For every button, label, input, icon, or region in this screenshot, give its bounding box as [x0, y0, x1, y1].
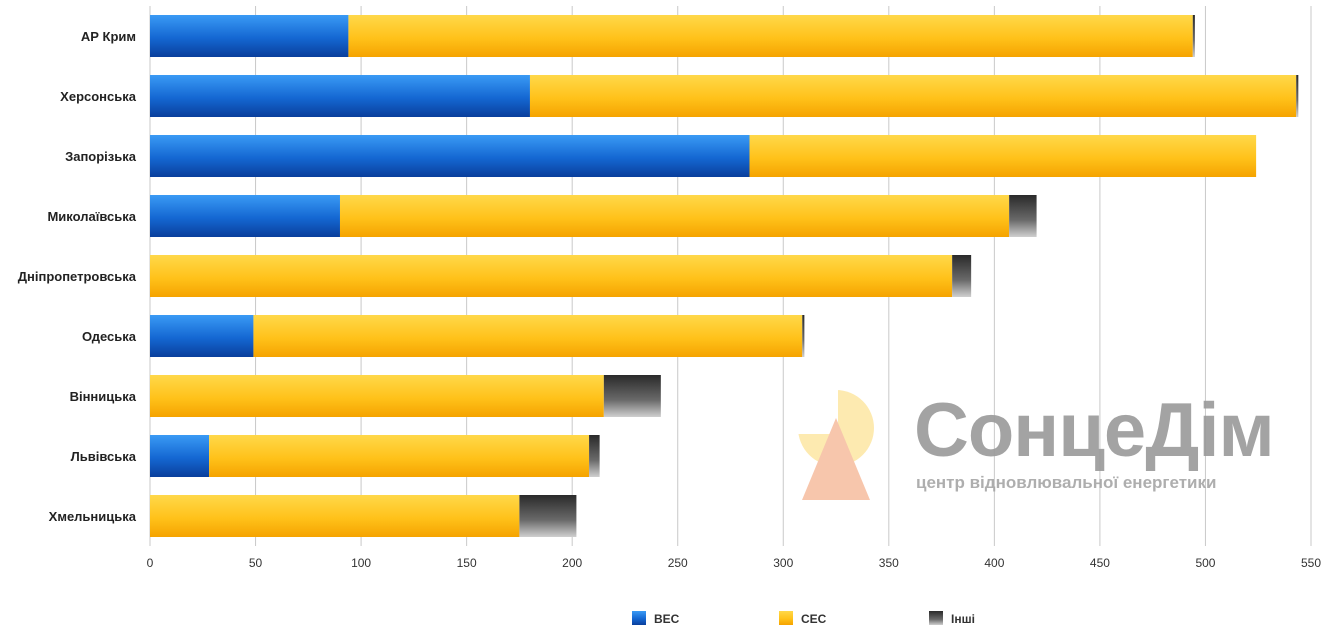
bar-segment-series-1-row-4 [150, 255, 953, 297]
bar-segment-series-0-row-3 [150, 195, 340, 237]
x-tick-label: 100 [351, 556, 371, 570]
category-label: Вінницька [70, 389, 137, 404]
bars [150, 15, 1299, 537]
legend-swatch-1 [779, 611, 793, 625]
category-label: Запорізька [65, 149, 137, 164]
bar-segment-series-2-row-0 [1192, 15, 1195, 57]
logo-house-icon [802, 418, 870, 500]
category-label: Миколаївська [47, 209, 136, 224]
bar-segment-series-2-row-1 [1296, 75, 1299, 117]
x-tick-label: 400 [984, 556, 1004, 570]
bar-segment-series-1-row-1 [529, 75, 1297, 117]
x-tick-label: 500 [1195, 556, 1215, 570]
category-label: Хмельницька [49, 509, 137, 524]
legend-label-0: ВЕС [654, 612, 680, 626]
bar-segment-series-0-row-0 [150, 15, 349, 57]
x-tick-label: 450 [1090, 556, 1110, 570]
x-tick-label: 50 [249, 556, 263, 570]
bar-segment-series-1-row-8 [150, 495, 520, 537]
bar-segment-series-1-row-6 [150, 375, 604, 417]
legend-label-1: СЕС [801, 612, 827, 626]
bar-segment-series-0-row-5 [150, 315, 254, 357]
bar-segment-series-1-row-3 [339, 195, 1010, 237]
bar-segment-series-0-row-7 [150, 435, 210, 477]
bar-segment-series-0-row-1 [150, 75, 530, 117]
x-tick-label: 150 [457, 556, 477, 570]
x-tick-label: 200 [562, 556, 582, 570]
category-label: Херсонська [60, 89, 137, 104]
bar-segment-series-2-row-8 [519, 495, 577, 537]
bar-segment-series-2-row-6 [603, 375, 661, 417]
category-label: Одеська [82, 329, 137, 344]
legend: ВЕС СЕС Інші [632, 611, 975, 626]
legend-label-2: Інші [951, 612, 975, 626]
x-tick-label: 550 [1301, 556, 1321, 570]
x-tick-label: 300 [773, 556, 793, 570]
category-labels: АР Крим Херсонська Запорізька Миколаївська Д… [18, 29, 137, 524]
bar-segment-series-1-row-5 [253, 315, 803, 357]
category-label: Дніпропетровська [18, 269, 137, 284]
bar-segment-series-0-row-2 [150, 135, 750, 177]
x-tick-label: 250 [668, 556, 688, 570]
category-label: Львівська [71, 449, 137, 464]
x-tick-label: 0 [147, 556, 154, 570]
bar-segment-series-1-row-0 [348, 15, 1193, 57]
bar-segment-series-1-row-2 [749, 135, 1257, 177]
legend-swatch-2 [929, 611, 943, 625]
bar-segment-series-1-row-7 [209, 435, 590, 477]
category-label: АР Крим [81, 29, 136, 44]
watermark-subtitle: центр відновлювальної енергетики [916, 473, 1216, 492]
x-axis-tick-labels: 0 50 100 150 200 250 300 350 400 450 500 550 [147, 556, 1322, 570]
bar-segment-series-2-row-5 [802, 315, 805, 357]
bar-segment-series-2-row-3 [1009, 195, 1037, 237]
bar-segment-series-2-row-7 [589, 435, 600, 477]
watermark-title: СонцеДім [914, 388, 1274, 473]
bar-segment-series-2-row-4 [952, 255, 972, 297]
watermark-logo: СонцеДім центр відновлювальної енергетик… [796, 384, 1275, 500]
x-tick-label: 350 [879, 556, 899, 570]
legend-swatch-0 [632, 611, 646, 625]
